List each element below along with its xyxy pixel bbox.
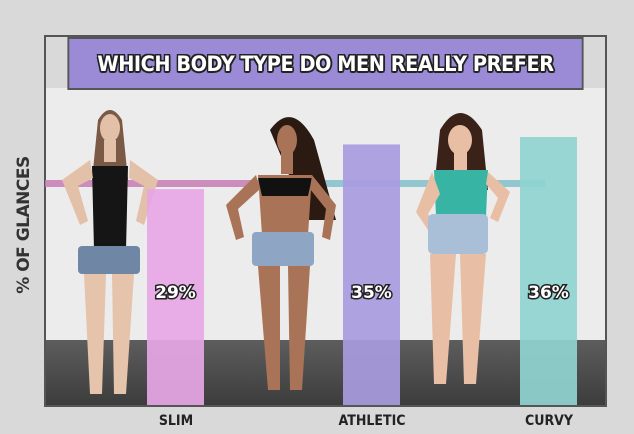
bar-athletic: [343, 144, 400, 405]
model-curvy: [416, 113, 510, 384]
data-label-slim: 29%: [155, 283, 196, 303]
x-tick-label-athletic: ATHLETIC: [338, 413, 406, 429]
bar-slim: [147, 189, 204, 405]
data-label-athletic: 35%: [351, 283, 392, 303]
model-athletic: [226, 117, 336, 390]
y-axis-label: % OF GLANCES: [14, 156, 34, 294]
x-tick-label-curvy: CURVY: [524, 413, 574, 429]
chart-title: WHICH BODY TYPE DO MEN REALLY PREFER: [67, 37, 584, 90]
stripe-pink: [45, 180, 325, 187]
backdrop-floor: [45, 340, 606, 406]
chart-frame: [44, 35, 607, 407]
x-tick-label-slim: SLIM: [158, 413, 194, 429]
bar-curvy: [520, 137, 577, 405]
model-slim: [62, 110, 158, 394]
data-label-curvy: 36%: [528, 283, 569, 303]
